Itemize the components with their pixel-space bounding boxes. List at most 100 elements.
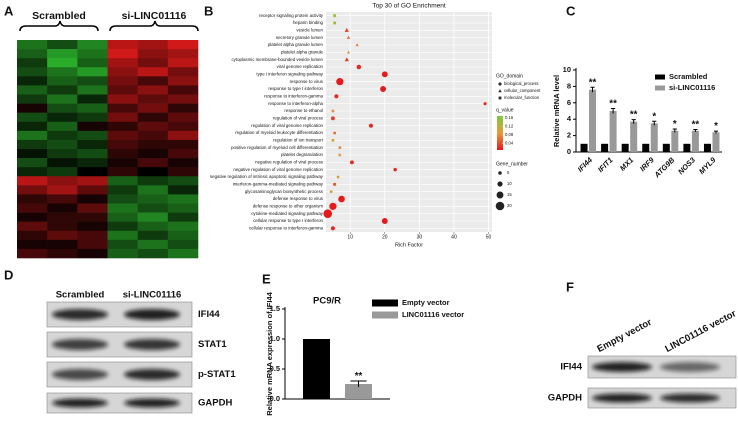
protein-label: GAPDH bbox=[198, 398, 232, 409]
go-point bbox=[381, 218, 388, 224]
y-tick-label: platelet degranulation bbox=[281, 152, 324, 157]
heatmap-cell bbox=[107, 194, 138, 204]
heatmap-cell bbox=[77, 139, 108, 150]
heatmap-cell bbox=[167, 112, 199, 123]
heatmap-cell bbox=[77, 221, 108, 232]
y-tick-label: glycosaminoglycan biosynthetic process bbox=[245, 189, 324, 194]
x-tick-label: NOS3 bbox=[676, 155, 697, 176]
heatmap-cell bbox=[17, 94, 48, 104]
heatmap-cell bbox=[17, 121, 48, 132]
heatmap-cell bbox=[107, 221, 138, 232]
bar bbox=[683, 143, 691, 152]
group-label: Scrambled bbox=[32, 10, 86, 22]
heatmap-cell bbox=[107, 176, 138, 186]
go-point bbox=[336, 78, 344, 86]
heatmap-cell bbox=[77, 49, 108, 59]
heatmap-cell bbox=[167, 49, 199, 59]
heatmap-cell bbox=[47, 221, 78, 232]
heatmap-cell bbox=[17, 212, 48, 222]
x-tick-label: 20 bbox=[382, 234, 388, 240]
go-point bbox=[329, 190, 333, 194]
y-tick-label: negative regulation of viral genome repl… bbox=[233, 167, 323, 172]
x-tick-label: 40 bbox=[451, 234, 457, 240]
heatmap-cell bbox=[17, 176, 48, 186]
bar bbox=[691, 130, 699, 152]
go-point bbox=[346, 35, 351, 39]
error-bar bbox=[652, 120, 657, 126]
heatmap-cell bbox=[167, 58, 199, 68]
legend-swatch bbox=[655, 74, 665, 80]
y-tick-label: platelet alpha granule lumen bbox=[268, 42, 324, 47]
y-tick-label: regulation of myeloid leukocyte differen… bbox=[235, 130, 323, 135]
legend-title: Gene_number bbox=[496, 161, 528, 167]
heatmap-cell bbox=[137, 76, 169, 86]
heatmap-cell bbox=[107, 203, 138, 213]
color-bar bbox=[497, 116, 503, 150]
heatmap-cell bbox=[107, 112, 138, 123]
heatmap-cell bbox=[77, 58, 108, 68]
heatmap-cell bbox=[167, 194, 199, 204]
go-point bbox=[356, 64, 362, 70]
x-tick-label: MX1 bbox=[618, 155, 635, 172]
group-bracket bbox=[19, 20, 99, 32]
heatmap-cell bbox=[17, 149, 48, 159]
bar bbox=[589, 89, 597, 152]
legend-label: LINC01116 vector bbox=[402, 310, 464, 319]
y-tick-label: defense response to virus bbox=[273, 196, 324, 201]
go-point bbox=[338, 195, 345, 203]
group-label: si-LINC01116 bbox=[122, 10, 187, 22]
heatmap-cell bbox=[17, 112, 48, 123]
color-bar-label: 0.16 bbox=[505, 115, 514, 120]
blot-band bbox=[592, 362, 652, 372]
significance-label: * bbox=[652, 111, 656, 122]
blot-band bbox=[124, 398, 180, 408]
heatmap-cell bbox=[47, 158, 78, 168]
y-tick-label: negative regulation of viral process bbox=[255, 159, 324, 164]
protein-label: STAT1 bbox=[198, 339, 227, 350]
legend-swatch bbox=[372, 299, 398, 307]
heatmap-cell bbox=[137, 230, 169, 241]
legend-swatch bbox=[372, 311, 398, 319]
heatmap-cell bbox=[137, 112, 169, 123]
error-bar bbox=[672, 128, 677, 133]
heatmap-cell bbox=[137, 58, 169, 68]
heatmap-cell bbox=[47, 194, 78, 204]
heatmap-cell bbox=[77, 212, 108, 222]
y-axis-label: Relative mRNA level bbox=[552, 75, 561, 147]
go-point bbox=[336, 175, 340, 179]
blot-band bbox=[660, 393, 720, 403]
heatmap-cell bbox=[47, 94, 78, 104]
error-bar bbox=[713, 130, 719, 134]
heatmap-cell bbox=[167, 176, 199, 186]
protein-label: GAPDH bbox=[548, 393, 582, 404]
y-tick-label: defense response to other organism bbox=[253, 203, 324, 208]
heatmap-cell bbox=[137, 221, 169, 232]
heatmap-cell bbox=[77, 103, 108, 113]
heatmap-cell bbox=[77, 40, 108, 50]
heatmap-cell bbox=[107, 76, 138, 86]
significance-label: * bbox=[673, 119, 677, 130]
go-point bbox=[344, 28, 349, 32]
heatmap-cell bbox=[167, 85, 199, 95]
go-point bbox=[350, 160, 354, 165]
y-tick-label: 0.0 bbox=[270, 394, 280, 403]
size-legend-label: 5 bbox=[507, 170, 510, 175]
heatmap-cell bbox=[107, 40, 138, 50]
heatmap-cell bbox=[47, 130, 78, 141]
heatmap-cell bbox=[17, 40, 48, 50]
heatmap-cell bbox=[167, 76, 199, 86]
significance-label: ** bbox=[355, 371, 363, 382]
heatmap-cell bbox=[17, 203, 48, 213]
go-point bbox=[333, 21, 337, 25]
heatmap-cell bbox=[77, 158, 108, 168]
blot-band bbox=[660, 362, 720, 372]
y-axis-label: Relative mRNA expression of IFI44 bbox=[265, 291, 274, 415]
y-tick-label: cellular response to interferon-gamma bbox=[249, 225, 324, 230]
go-point bbox=[393, 167, 397, 172]
heatmap-cell bbox=[47, 112, 78, 123]
blot-band bbox=[124, 339, 180, 350]
heatmap-cell bbox=[47, 185, 78, 195]
heatmap-cell bbox=[107, 139, 138, 150]
lane-label: si-LINC01116 bbox=[123, 290, 182, 301]
